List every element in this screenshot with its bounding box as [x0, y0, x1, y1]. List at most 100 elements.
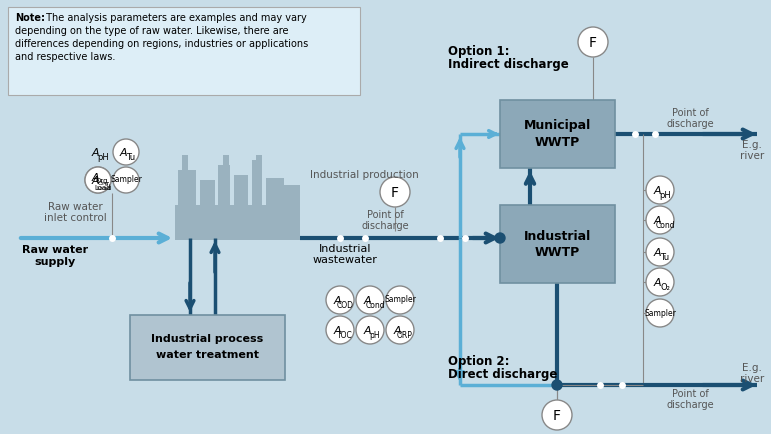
Text: Sampler: Sampler: [644, 309, 676, 318]
Bar: [223, 155, 229, 171]
Circle shape: [386, 316, 414, 344]
Bar: [200, 180, 215, 205]
Text: TOC: TOC: [337, 331, 353, 339]
Text: A: A: [91, 148, 99, 158]
Circle shape: [646, 176, 674, 204]
Circle shape: [356, 316, 384, 344]
Text: Sampler: Sampler: [110, 175, 142, 184]
Circle shape: [113, 167, 139, 193]
Text: Municipal: Municipal: [524, 119, 591, 132]
FancyBboxPatch shape: [130, 315, 285, 380]
Text: F: F: [391, 186, 399, 200]
Bar: [175, 205, 300, 240]
Bar: [234, 175, 248, 205]
Text: Direct discharge: Direct discharge: [448, 368, 557, 381]
Text: A: A: [363, 296, 371, 306]
FancyBboxPatch shape: [8, 7, 360, 95]
Text: A: A: [653, 216, 661, 226]
Text: Industrial production: Industrial production: [310, 170, 419, 180]
Text: discharge: discharge: [361, 221, 409, 231]
Text: A: A: [333, 296, 341, 306]
Text: Raw water: Raw water: [48, 202, 103, 212]
Text: wastewater: wastewater: [312, 255, 378, 265]
Text: Option 2:: Option 2:: [448, 355, 510, 368]
Text: Load: Load: [96, 187, 112, 191]
Circle shape: [380, 177, 410, 207]
Circle shape: [326, 316, 354, 344]
Text: A: A: [91, 176, 99, 186]
Text: discharge: discharge: [666, 400, 714, 410]
FancyBboxPatch shape: [500, 100, 615, 168]
Text: Org.: Org.: [97, 181, 111, 185]
Circle shape: [552, 380, 562, 390]
Circle shape: [85, 167, 111, 193]
Text: Sampler: Sampler: [384, 296, 416, 305]
Text: pH: pH: [659, 191, 671, 200]
Text: F: F: [553, 409, 561, 423]
Circle shape: [386, 286, 414, 314]
Text: pH: pH: [97, 152, 109, 161]
Text: Note:: Note:: [15, 13, 45, 23]
Text: A: A: [363, 326, 371, 336]
Text: supply: supply: [35, 257, 76, 267]
Text: ORP: ORP: [397, 331, 413, 339]
Text: inlet control: inlet control: [44, 213, 106, 223]
Text: WWTP: WWTP: [535, 246, 580, 259]
Bar: [266, 178, 284, 205]
Text: depending on the type of raw water. Likewise, there are: depending on the type of raw water. Like…: [15, 26, 288, 36]
Circle shape: [113, 139, 139, 165]
Text: A: A: [333, 326, 341, 336]
Text: discharge: discharge: [666, 119, 714, 129]
Text: F: F: [589, 36, 597, 50]
Text: A: A: [653, 186, 661, 196]
Circle shape: [646, 206, 674, 234]
Circle shape: [578, 27, 608, 57]
Text: A: A: [91, 173, 99, 183]
Text: Industrial: Industrial: [318, 244, 372, 254]
Text: Industrial: Industrial: [524, 230, 591, 243]
Circle shape: [326, 286, 354, 314]
Bar: [218, 165, 230, 205]
Text: A: A: [393, 326, 401, 336]
Text: Org.
Load: Org. Load: [95, 178, 111, 191]
Text: A: A: [120, 148, 126, 158]
Text: Point of: Point of: [672, 389, 709, 399]
Text: E.g.: E.g.: [742, 363, 762, 373]
Text: differences depending on regions, industries or applications: differences depending on regions, indust…: [15, 39, 308, 49]
Circle shape: [646, 238, 674, 266]
Text: WWTP: WWTP: [535, 135, 580, 148]
Text: Tu: Tu: [661, 253, 669, 262]
Circle shape: [85, 167, 111, 193]
Text: Indirect discharge: Indirect discharge: [448, 58, 569, 71]
Text: pH: pH: [369, 331, 380, 339]
FancyBboxPatch shape: [500, 205, 615, 283]
Text: O₂: O₂: [660, 283, 670, 292]
Text: Tu: Tu: [126, 152, 136, 161]
Circle shape: [646, 299, 674, 327]
Text: The analysis parameters are examples and may vary: The analysis parameters are examples and…: [43, 13, 307, 23]
Text: Raw water: Raw water: [22, 245, 88, 255]
Text: Option 1:: Option 1:: [448, 45, 510, 58]
Circle shape: [495, 233, 505, 243]
Bar: [256, 155, 262, 171]
Bar: [178, 170, 196, 205]
Text: Cond: Cond: [655, 220, 675, 230]
Text: river: river: [740, 374, 764, 384]
Circle shape: [646, 268, 674, 296]
Text: Point of: Point of: [367, 210, 403, 220]
Text: A: A: [653, 278, 661, 288]
Bar: [284, 185, 300, 205]
Text: Industrial process: Industrial process: [151, 335, 264, 345]
Text: water treatment: water treatment: [156, 351, 259, 361]
Text: and respective laws.: and respective laws.: [15, 52, 116, 62]
Circle shape: [542, 400, 572, 430]
Text: Point of: Point of: [672, 108, 709, 118]
Bar: [182, 155, 188, 171]
Text: COD: COD: [336, 300, 353, 309]
Circle shape: [356, 286, 384, 314]
Text: A: A: [653, 248, 661, 258]
Text: Cond: Cond: [365, 300, 385, 309]
Text: river: river: [740, 151, 764, 161]
Bar: [252, 160, 262, 205]
Text: E.g.: E.g.: [742, 140, 762, 150]
